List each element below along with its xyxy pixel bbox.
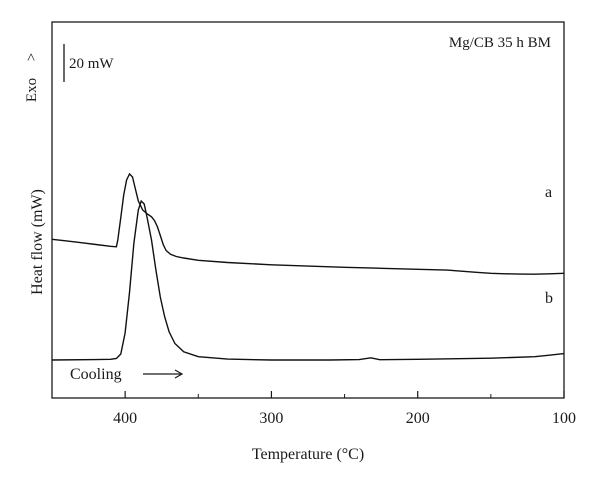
series-label-a: a: [545, 184, 552, 201]
series-line-b: [51, 199, 565, 361]
cooling-arrow-icon: [143, 369, 184, 379]
exo-label: Exo: [24, 78, 40, 102]
x-tick-label: 300: [259, 410, 283, 427]
x-axis-ticks: 400 300 200 100: [113, 391, 576, 427]
series-line-a: [51, 172, 565, 275]
series-label-b: b: [545, 290, 553, 307]
cooling-label: Cooling: [70, 366, 122, 383]
sample-annotation: Mg/CB 35 h BM: [449, 35, 551, 51]
x-axis-label: Temperature (°C): [252, 446, 364, 463]
x-tick-label: 100: [552, 410, 576, 427]
y-axis-label: Heat flow (mW): [29, 189, 46, 295]
scale-bar-label: 20 mW: [69, 56, 114, 72]
plot-frame: [51, 21, 565, 399]
x-tick-label: 400: [113, 410, 137, 427]
exo-arrow-icon: >: [24, 53, 40, 61]
x-tick-label: 200: [406, 410, 430, 427]
